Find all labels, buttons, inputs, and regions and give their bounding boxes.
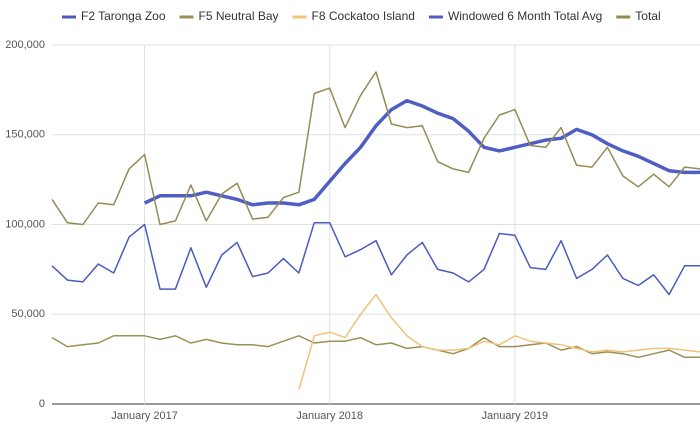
x-tick-label: January 2019 (482, 410, 549, 422)
y-tick-label: 50,000 (11, 308, 45, 320)
legend-label: F8 Cockatoo Island (312, 9, 415, 23)
y-tick-label: 200,000 (5, 39, 45, 51)
legend-label: Windowed 6 Month Total Avg (448, 9, 602, 23)
series-line (51, 221, 700, 296)
x-tick-label: January 2017 (111, 410, 178, 422)
legend: F2 Taronga Zoo F5 Neutral Bay F8 Cockatoo … (62, 9, 661, 23)
series-line (51, 71, 700, 226)
y-tick-label: 150,000 (5, 129, 45, 141)
legend-label: F5 Neutral Bay (199, 9, 279, 23)
legend-label: F2 Taronga Zoo (81, 9, 166, 23)
series-line (298, 293, 700, 390)
legend-label: Total (635, 9, 660, 23)
y-tick-label: 100,000 (5, 218, 45, 230)
y-tick-label: 0 (39, 398, 45, 410)
x-tick-label: January 2018 (296, 410, 363, 422)
series-line (143, 98, 700, 207)
series-line (51, 335, 700, 359)
